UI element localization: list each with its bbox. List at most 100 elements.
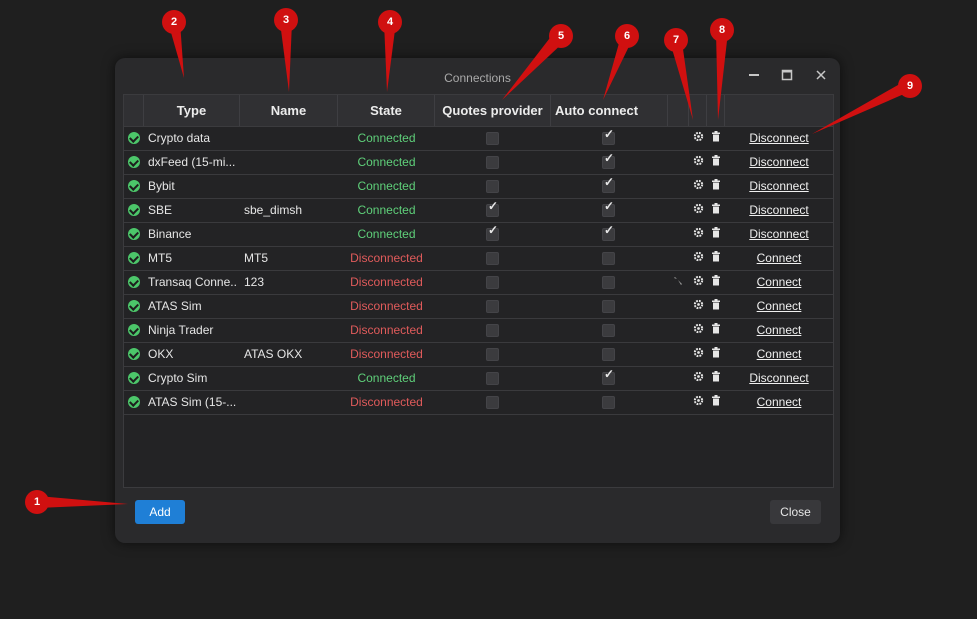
quotes-provider-checkbox[interactable]	[486, 324, 499, 337]
window-title: Connections	[444, 71, 511, 85]
auto-connect-checkbox[interactable]	[602, 223, 615, 241]
table-row[interactable]: Crypto data Connected Disconnect	[124, 127, 833, 151]
quotes-provider-checkbox[interactable]	[486, 348, 499, 361]
title-bar: Connections	[115, 58, 840, 94]
table-row[interactable]: OKX ATAS OKX Disconnected Connect	[124, 343, 833, 367]
auto-connect-checkbox[interactable]	[602, 276, 615, 289]
auto-connect-checkbox[interactable]	[602, 199, 615, 217]
header-quotes-provider[interactable]: Quotes provider	[435, 95, 551, 126]
disconnect-link[interactable]: Disconnect	[749, 371, 809, 385]
table-row[interactable]: Binance Connected Disconnect	[124, 223, 833, 247]
auto-connect-checkbox[interactable]	[602, 396, 615, 409]
trash-icon[interactable]	[707, 367, 725, 390]
trash-icon[interactable]	[707, 199, 725, 222]
trash-icon[interactable]	[707, 295, 725, 318]
gear-icon[interactable]	[689, 175, 707, 198]
disconnect-link[interactable]: Disconnect	[749, 203, 809, 217]
gear-icon[interactable]	[689, 295, 707, 318]
table-header: Type Name State Quotes provider Auto con…	[124, 95, 833, 127]
marker-5: 5	[549, 24, 573, 48]
connect-link[interactable]: Connect	[756, 323, 802, 337]
header-auto-connect[interactable]: Auto connect	[551, 95, 668, 126]
cell-type: SBE	[148, 203, 173, 217]
quotes-provider-checkbox[interactable]	[486, 396, 499, 409]
auto-connect-checkbox[interactable]	[602, 300, 615, 313]
cell-type: Crypto Sim	[148, 371, 208, 385]
table-row[interactable]: Transaq Conne... 123 Disconnected Connect	[124, 271, 833, 295]
wrench-icon[interactable]	[670, 271, 686, 294]
table-row[interactable]: dxFeed (15-mi... Connected Disconnect	[124, 151, 833, 175]
table-row[interactable]: ATAS Sim (15-... Disconnected Connect	[124, 391, 833, 415]
table-row[interactable]: ATAS Sim Disconnected Connect	[124, 295, 833, 319]
table-row[interactable]: Bybit Connected Disconnect	[124, 175, 833, 199]
gear-icon[interactable]	[689, 343, 707, 366]
gear-icon[interactable]	[689, 247, 707, 270]
connect-link[interactable]: Connect	[756, 251, 802, 265]
quotes-provider-checkbox[interactable]	[486, 180, 499, 193]
disconnect-link[interactable]: Disconnect	[749, 155, 809, 169]
connect-link[interactable]: Connect	[756, 395, 802, 409]
auto-connect-checkbox[interactable]	[602, 127, 615, 145]
gear-icon[interactable]	[689, 319, 707, 342]
minimize-icon[interactable]	[745, 67, 763, 85]
maximize-icon[interactable]	[778, 67, 796, 85]
table-row[interactable]: Crypto Sim Connected Disconnect	[124, 367, 833, 391]
table-row[interactable]: SBE sbe_dimsh Connected Disconnect	[124, 199, 833, 223]
quotes-provider-checkbox[interactable]	[486, 223, 499, 241]
cell-state: Connected	[357, 371, 416, 385]
gear-icon[interactable]	[689, 223, 707, 246]
trash-icon[interactable]	[707, 271, 725, 294]
disconnect-link[interactable]: Disconnect	[749, 131, 809, 145]
close-icon[interactable]	[812, 67, 830, 85]
table-row[interactable]: MT5 MT5 Disconnected Connect	[124, 247, 833, 271]
quotes-provider-checkbox[interactable]	[486, 300, 499, 313]
auto-connect-checkbox[interactable]	[602, 151, 615, 169]
trash-icon[interactable]	[707, 247, 725, 270]
status-check-icon	[128, 396, 140, 408]
trash-icon[interactable]	[707, 319, 725, 342]
connect-link[interactable]: Connect	[756, 347, 802, 361]
cell-state: Disconnected	[350, 323, 423, 337]
gear-icon[interactable]	[689, 391, 707, 414]
status-check-icon	[128, 324, 140, 336]
gear-icon[interactable]	[689, 367, 707, 390]
close-button[interactable]: Close	[770, 500, 821, 524]
table-row[interactable]: Ninja Trader Disconnected Connect	[124, 319, 833, 343]
cell-state: Disconnected	[350, 395, 423, 409]
connect-link[interactable]: Connect	[756, 299, 802, 313]
auto-connect-checkbox[interactable]	[602, 348, 615, 361]
gear-icon[interactable]	[689, 271, 707, 294]
gear-icon[interactable]	[689, 151, 707, 174]
header-delete	[707, 95, 725, 126]
gear-icon[interactable]	[689, 199, 707, 222]
auto-connect-checkbox[interactable]	[602, 175, 615, 193]
auto-connect-checkbox[interactable]	[602, 324, 615, 337]
auto-connect-checkbox[interactable]	[602, 252, 615, 265]
marker-2: 2	[162, 10, 186, 34]
quotes-provider-checkbox[interactable]	[486, 132, 499, 145]
quotes-provider-checkbox[interactable]	[486, 372, 499, 385]
auto-connect-checkbox[interactable]	[602, 367, 615, 385]
connections-table: Type Name State Quotes provider Auto con…	[123, 94, 834, 488]
trash-icon[interactable]	[707, 175, 725, 198]
disconnect-link[interactable]: Disconnect	[749, 179, 809, 193]
status-check-icon	[128, 276, 140, 288]
quotes-provider-checkbox[interactable]	[486, 199, 499, 217]
header-name[interactable]: Name	[240, 95, 338, 126]
cell-type: Binance	[148, 227, 192, 241]
trash-icon[interactable]	[707, 127, 725, 150]
trash-icon[interactable]	[707, 151, 725, 174]
connect-link[interactable]: Connect	[756, 275, 802, 289]
trash-icon[interactable]	[707, 343, 725, 366]
quotes-provider-checkbox[interactable]	[486, 156, 499, 169]
gear-icon[interactable]	[689, 127, 707, 150]
header-type[interactable]: Type	[144, 95, 240, 126]
add-button[interactable]: Add	[135, 500, 185, 524]
disconnect-link[interactable]: Disconnect	[749, 227, 809, 241]
arrow-6	[603, 36, 633, 100]
header-state[interactable]: State	[338, 95, 435, 126]
quotes-provider-checkbox[interactable]	[486, 276, 499, 289]
trash-icon[interactable]	[707, 391, 725, 414]
trash-icon[interactable]	[707, 223, 725, 246]
quotes-provider-checkbox[interactable]	[486, 252, 499, 265]
